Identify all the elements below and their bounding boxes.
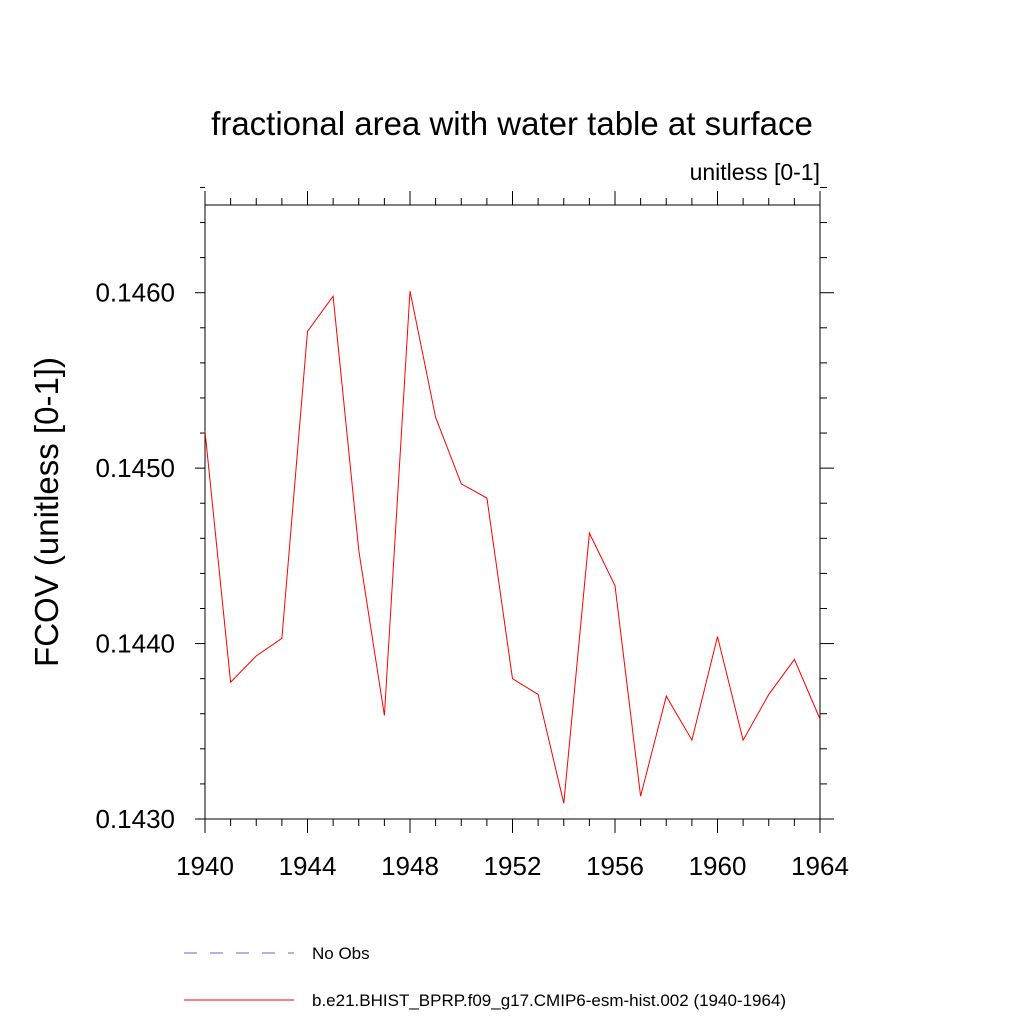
x-tick-label: 1944 <box>279 851 337 881</box>
y-tick-label: 0.1430 <box>95 804 175 834</box>
series-line-0 <box>204 290 821 804</box>
axes: 1940 1944 1948 1952 1956 1960 1964 0.1430 0.1440… <box>95 186 849 881</box>
series-group <box>204 290 821 804</box>
y-tick-label: 0.1440 <box>95 629 175 659</box>
x-tick-label: 1948 <box>381 851 439 881</box>
units-label: unitless [0-1] <box>690 159 820 185</box>
x-tick-label: 1964 <box>791 851 849 881</box>
y-tick-label: 0.1450 <box>95 453 175 483</box>
legend: No Obs b.e21.BHIST_BPRP.f09_g17.CMIP6-es… <box>184 944 786 1010</box>
legend-label-no-obs: No Obs <box>312 944 370 963</box>
y-tick-label: 0.1460 <box>95 278 175 308</box>
x-tick-label: 1940 <box>176 851 234 881</box>
chart-title: fractional area with water table at surf… <box>211 105 813 142</box>
y-axis-label: FCOV (unitless [0-1]) <box>28 357 65 667</box>
legend-label-model: b.e21.BHIST_BPRP.f09_g17.CMIP6-esm-hist.… <box>312 991 786 1010</box>
plot-frame <box>204 204 821 820</box>
x-tick-label: 1956 <box>586 851 644 881</box>
x-tick-label: 1952 <box>484 851 542 881</box>
x-tick-label: 1960 <box>689 851 747 881</box>
